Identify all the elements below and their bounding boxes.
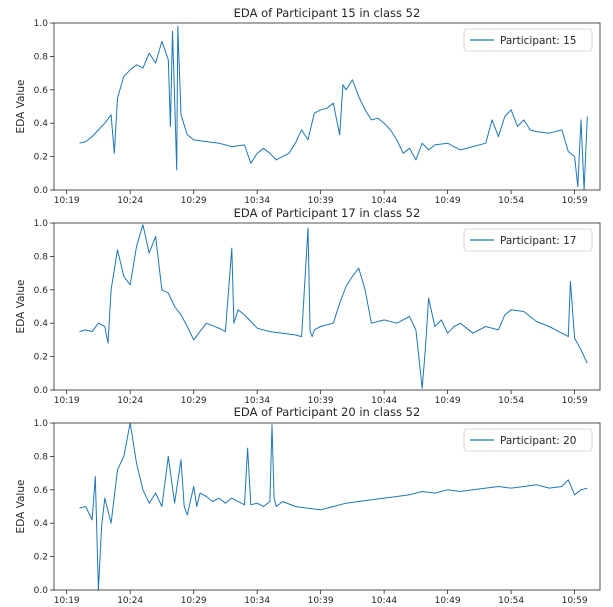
chart-title: EDA of Participant 15 in class 52 (234, 6, 421, 20)
x-tick-label: 10:54 (498, 196, 524, 206)
x-tick-label: 10:54 (498, 596, 524, 606)
x-tick-label: 10:19 (54, 396, 80, 406)
y-tick-label: 1.0 (34, 219, 49, 229)
y-tick-label: 0.2 (34, 553, 48, 563)
axes-frame (53, 22, 601, 191)
legend-label: Participant: 20 (500, 435, 576, 447)
y-tick-label: 0.0 (34, 386, 49, 396)
series-line (79, 224, 588, 389)
x-tick-label: 10:34 (244, 396, 270, 406)
y-tick-label: 0.8 (34, 52, 49, 62)
y-tick-label: 0.4 (34, 519, 49, 529)
x-tick-label: 10:39 (308, 396, 334, 406)
y-tick-label: 0.6 (34, 486, 49, 496)
x-tick-label: 10:29 (181, 596, 207, 606)
x-tick-label: 10:49 (435, 196, 461, 206)
x-tick-label: 10:44 (371, 396, 397, 406)
x-tick-label: 10:39 (308, 596, 334, 606)
y-tick-label: 0.0 (34, 586, 49, 596)
x-tick-label: 10:44 (371, 596, 397, 606)
y-tick-label: 0.4 (34, 119, 49, 129)
x-tick-label: 10:24 (117, 596, 143, 606)
legend-label: Participant: 17 (500, 235, 576, 247)
chart-panel-2: EDA of Participant 17 in class 52 EDA Val… (15, 206, 601, 406)
x-tick-label: 10:29 (181, 396, 207, 406)
y-tick-label: 1.0 (34, 419, 49, 429)
y-tick-label: 0.8 (34, 452, 49, 462)
x-tick-label: 10:49 (435, 596, 461, 606)
x-tick-label: 10:44 (371, 196, 397, 206)
y-tick-label: 0.2 (34, 153, 48, 163)
series-line (79, 422, 588, 591)
x-tick-label: 10:24 (117, 196, 143, 206)
chart-panel-3: EDA of Participant 20 in class 52 EDA Val… (15, 405, 601, 606)
y-axis-label: EDA Value (15, 280, 27, 334)
x-tick-label: 10:59 (562, 196, 588, 206)
x-tick-label: 10:59 (562, 396, 588, 406)
y-tick-label: 0.8 (34, 252, 49, 262)
chart-title: EDA of Participant 20 in class 52 (234, 405, 421, 419)
y-tick-label: 0.4 (34, 319, 49, 329)
x-tick-label: 10:39 (308, 196, 334, 206)
y-tick-label: 0.6 (34, 86, 49, 96)
x-tick-label: 10:59 (562, 596, 588, 606)
series-line (79, 25, 588, 191)
x-tick-label: 10:49 (435, 396, 461, 406)
legend-box (463, 228, 593, 252)
legend-box (463, 428, 593, 452)
x-tick-label: 10:19 (54, 196, 80, 206)
legend-label: Participant: 15 (500, 35, 576, 47)
axes-frame (53, 422, 601, 591)
x-tick-label: 10:29 (181, 196, 207, 206)
legend-box (463, 28, 593, 52)
axes-frame (53, 222, 601, 391)
x-tick-label: 10:24 (117, 396, 143, 406)
y-tick-label: 1.0 (34, 19, 49, 29)
y-tick-label: 0.6 (34, 286, 49, 296)
x-tick-label: 10:54 (498, 396, 524, 406)
x-tick-label: 10:34 (244, 596, 270, 606)
chart-title: EDA of Participant 17 in class 52 (234, 206, 421, 220)
x-tick-label: 10:34 (244, 196, 270, 206)
y-axis-label: EDA Value (15, 480, 27, 534)
y-axis-label: EDA Value (15, 80, 27, 134)
chart-panel-1: EDA of Participant 15 in class 52 EDA Val… (15, 6, 601, 206)
y-tick-label: 0.0 (34, 186, 49, 196)
x-tick-label: 10:19 (54, 596, 80, 606)
y-tick-label: 0.2 (34, 353, 48, 363)
